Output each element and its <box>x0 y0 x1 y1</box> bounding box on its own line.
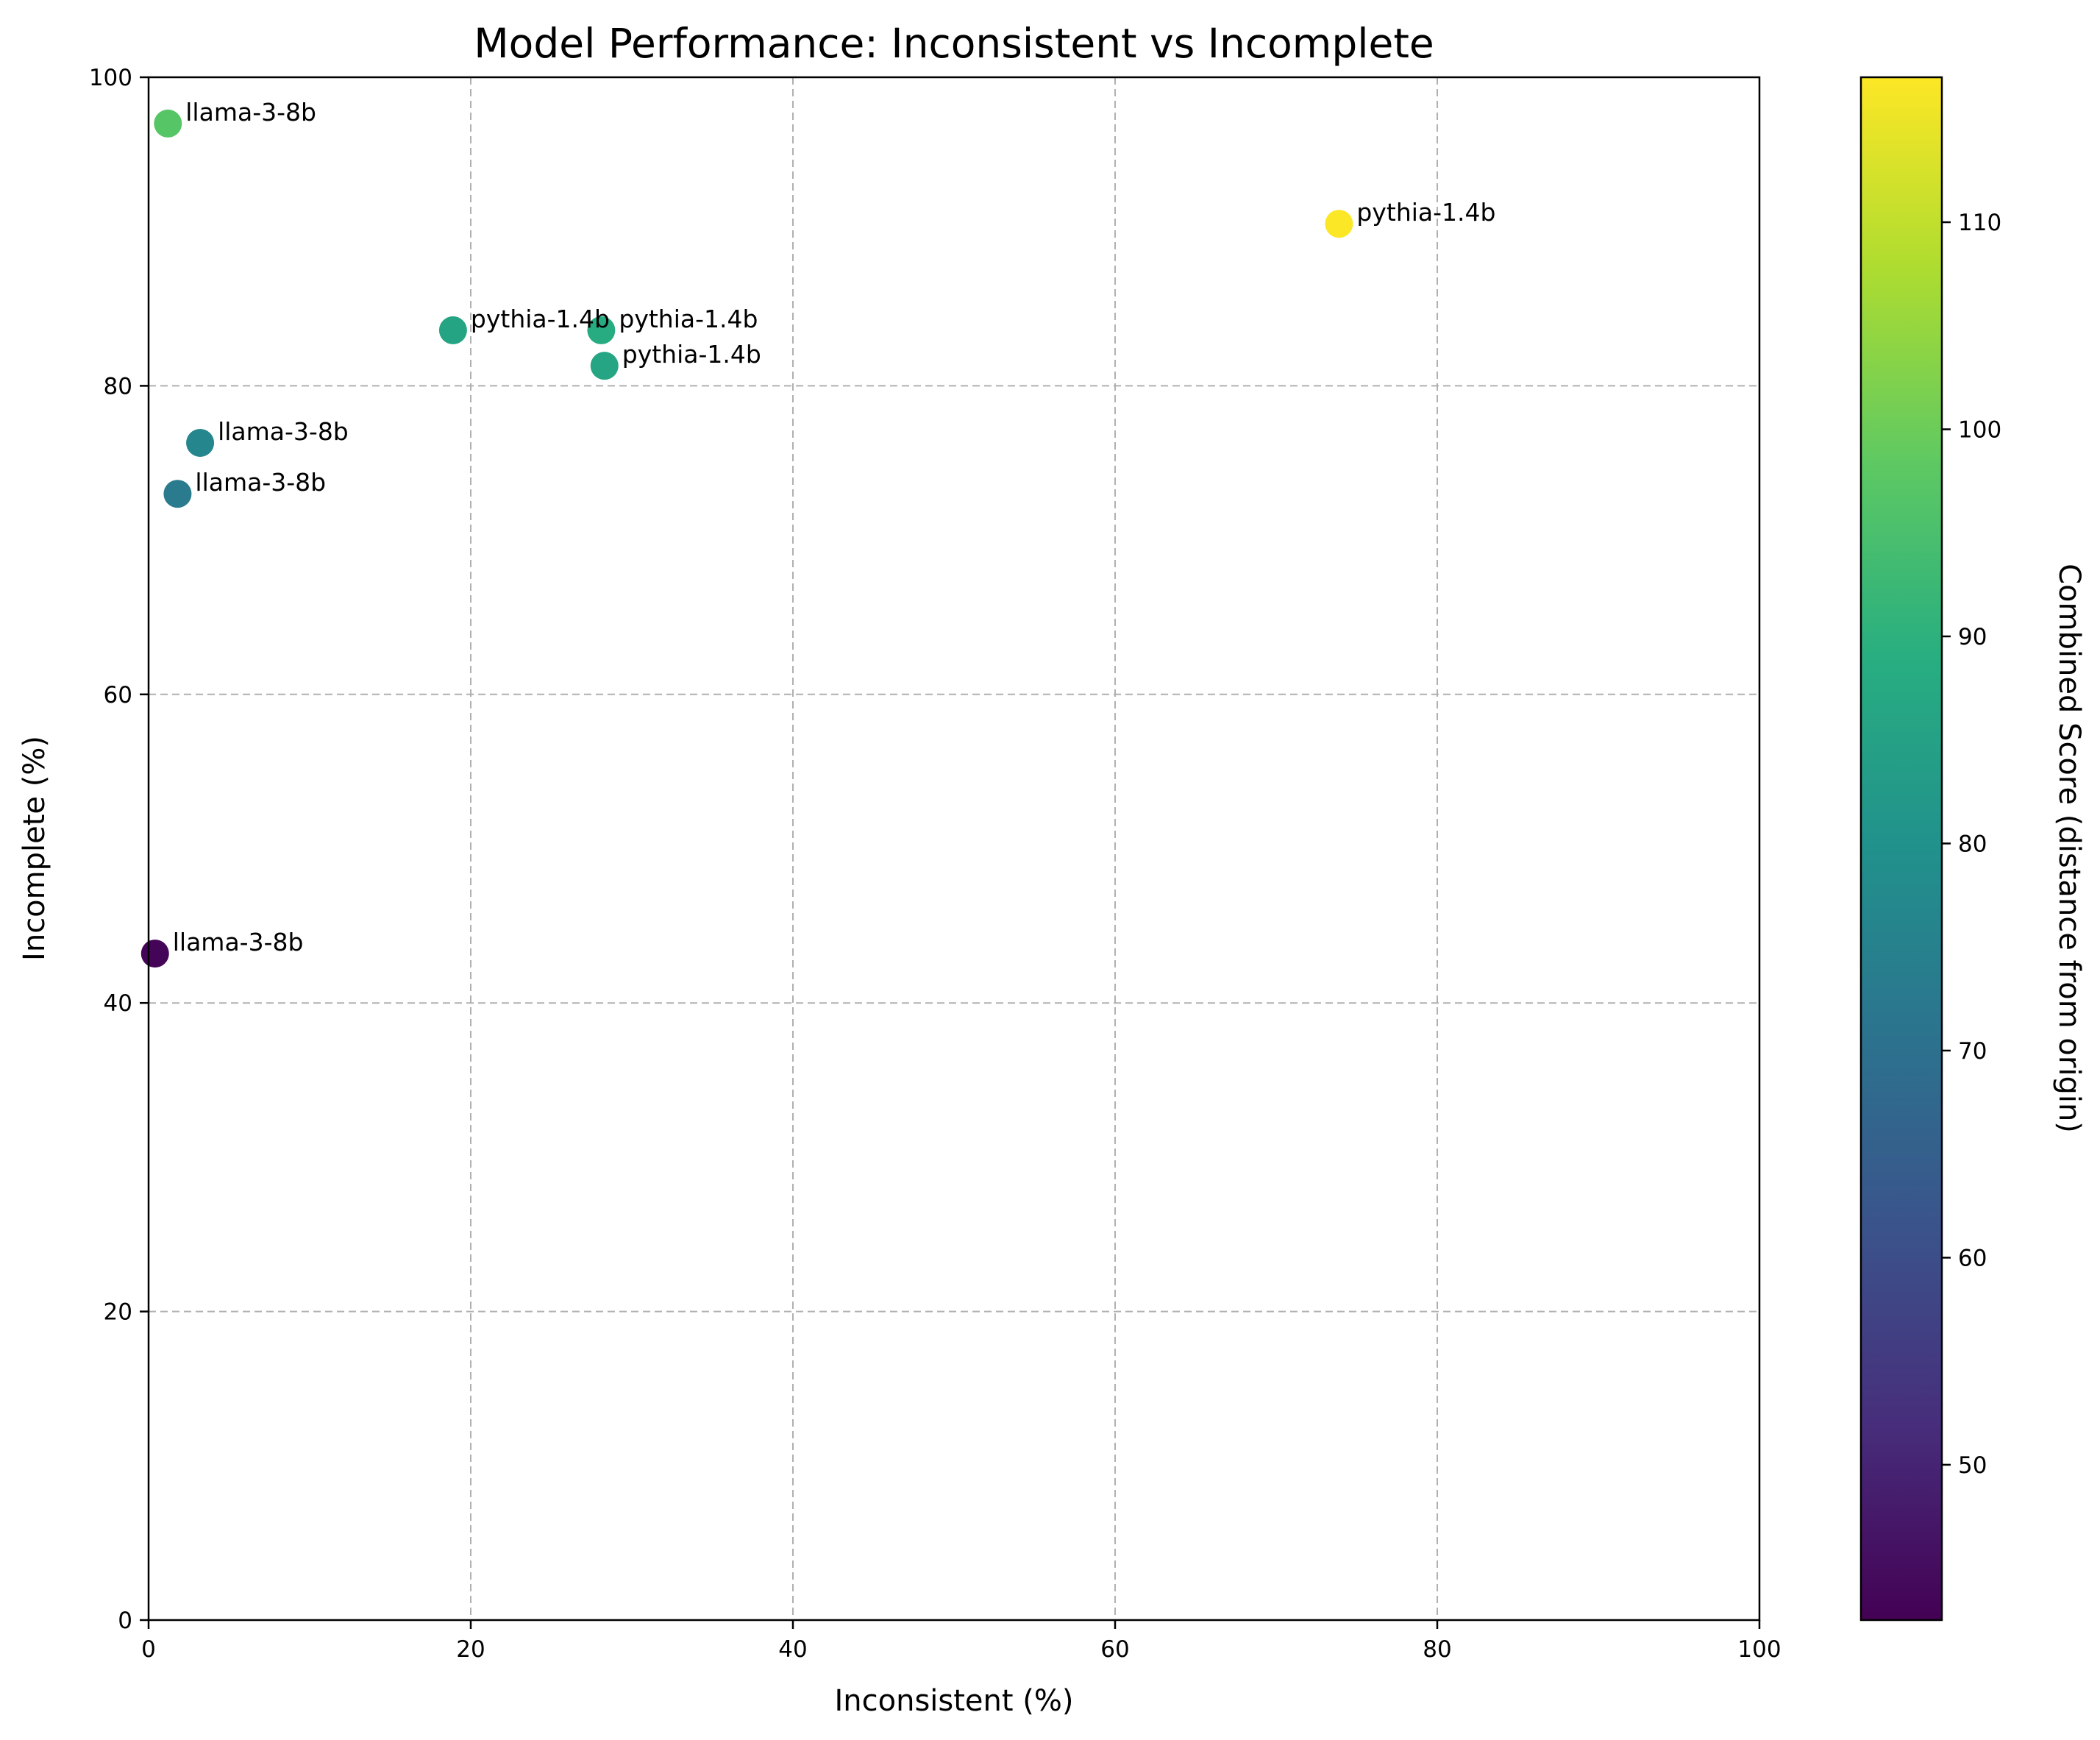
x-axis-ticks: 0 20 40 60 80 100 <box>141 1620 1782 1663</box>
x-tick-label: 20 <box>456 1636 485 1663</box>
point-label: pythia-1.4b <box>622 340 761 369</box>
y-axis-title: Incomplete (%) <box>18 736 51 961</box>
point-label: pythia-1.4b <box>471 305 610 333</box>
data-point <box>1325 210 1353 238</box>
colorbar-tick-label: 60 <box>1958 1245 1987 1271</box>
y-tick-label: 40 <box>104 990 132 1017</box>
colorbar-tick-label: 80 <box>1958 831 1987 857</box>
x-tick-label: 0 <box>141 1636 156 1663</box>
data-point <box>587 316 616 344</box>
chart-title: Model Performance: Inconsistent vs Incom… <box>474 20 1434 67</box>
colorbar-tick-label: 90 <box>1958 624 1987 650</box>
point-label: pythia-1.4b <box>1356 198 1495 227</box>
colorbar-title: Combined Score (distance from origin) <box>2052 564 2086 1133</box>
plot-frame <box>147 76 1761 1622</box>
point-labels: llama-3-8b pythia-1.4b pythia-1.4b pythia-1… <box>173 98 1496 956</box>
point-label: pythia-1.4b <box>619 305 758 333</box>
data-points <box>140 109 1353 968</box>
colorbar <box>1859 76 1943 1622</box>
y-tick-label: 0 <box>118 1608 132 1634</box>
y-tick-label: 100 <box>89 65 132 91</box>
point-label: llama-3-8b <box>218 417 349 446</box>
data-point <box>438 316 467 344</box>
x-tick-label: 60 <box>1100 1636 1129 1663</box>
y-axis-ticks: 0 20 40 60 80 100 <box>89 65 149 1634</box>
colorbar-tick-label: 50 <box>1958 1452 1987 1479</box>
data-point <box>140 940 169 968</box>
y-tick-label: 60 <box>104 682 132 709</box>
colorbar-tick-label: 70 <box>1958 1038 1987 1065</box>
y-tick-label: 20 <box>104 1299 132 1326</box>
data-point <box>186 428 215 457</box>
point-label: llama-3-8b <box>195 468 326 497</box>
x-tick-label: 80 <box>1423 1636 1451 1663</box>
colorbar-tick-label: 110 <box>1958 210 2001 236</box>
grid <box>149 77 1759 1620</box>
data-point <box>590 352 619 380</box>
data-point <box>163 480 192 508</box>
x-tick-label: 40 <box>778 1636 807 1663</box>
colorbar-tick-label: 100 <box>1958 417 2001 444</box>
x-tick-label: 100 <box>1737 1636 1781 1663</box>
x-axis-title: Inconsistent (%) <box>834 1684 1073 1718</box>
data-point <box>154 109 182 138</box>
point-label: llama-3-8b <box>173 928 304 956</box>
colorbar-ticks: 50 60 70 80 90 100 110 <box>1942 210 2001 1479</box>
y-tick-label: 80 <box>104 373 132 400</box>
point-label: llama-3-8b <box>185 98 316 127</box>
